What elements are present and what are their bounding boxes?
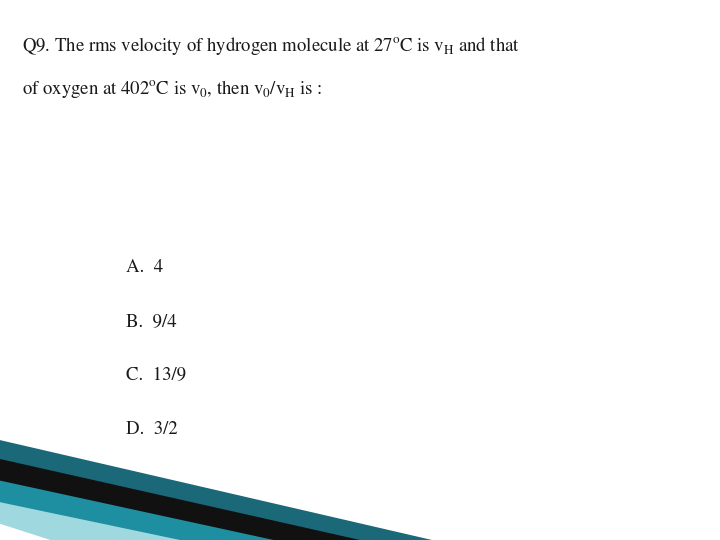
Text: D.  3/2: D. 3/2 xyxy=(126,421,178,438)
Text: B.  9/4: B. 9/4 xyxy=(126,313,176,330)
Polygon shape xyxy=(0,502,180,540)
Polygon shape xyxy=(0,481,274,540)
Polygon shape xyxy=(0,524,50,540)
Text: of oxygen at 402$^\mathregular{o}$C is v$_\mathregular{0}$, then v$_\mathregular: of oxygen at 402$^\mathregular{o}$C is v… xyxy=(22,78,322,100)
Polygon shape xyxy=(0,440,432,540)
Polygon shape xyxy=(0,459,360,540)
Text: A.  4: A. 4 xyxy=(126,259,163,276)
Text: Q9. The rms velocity of hydrogen molecule at 27$^\mathregular{o}$C is v$_\mathre: Q9. The rms velocity of hydrogen molecul… xyxy=(22,35,520,57)
Text: C.  13/9: C. 13/9 xyxy=(126,367,186,384)
